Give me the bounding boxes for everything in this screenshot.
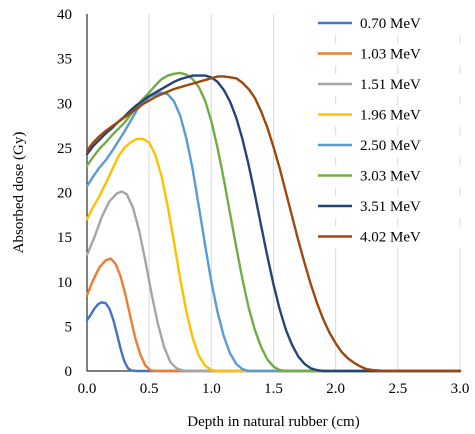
series-layer (85, 71, 462, 373)
x-axis-title: Depth in natural rubber (cm) (187, 414, 359, 430)
legend-item-bg (312, 104, 462, 127)
y-tick-label: 30 (57, 96, 72, 112)
legend-item-bg (312, 196, 462, 218)
x-tick-label: 2.5 (388, 381, 407, 397)
legend-item-bg (312, 43, 462, 66)
y-axis-title: Absorbed dose (Gy) (11, 132, 27, 254)
y-tick-label: 35 (57, 52, 72, 68)
y-tick-label: 10 (57, 275, 72, 291)
y-tick-label: 40 (57, 7, 72, 23)
y-tick-label: 20 (57, 186, 72, 202)
legend-label: 0.70 MeV (360, 16, 421, 32)
grid-layer (148, 14, 461, 371)
series-line (85, 137, 462, 373)
legend-label: 1.51 MeV (360, 77, 421, 93)
legend-label: 1.03 MeV (360, 47, 421, 63)
x-tick-label: 3.0 (451, 381, 470, 397)
y-tick-label: 5 (65, 319, 73, 335)
legend: 0.70 MeV 1.03 MeV 1.51 MeV 1.96 MeV 2.50 MeV… (312, 13, 462, 249)
series-line (85, 190, 462, 373)
legend-label: 4.02 MeV (360, 230, 421, 246)
series-line (85, 257, 462, 373)
y-tick-labels: 0 5 10 15 20 25 30 35 40 (57, 7, 72, 380)
legend-item-bg (312, 135, 462, 157)
x-tick-label: 2.0 (326, 381, 345, 397)
legend-label: 2.50 MeV (360, 138, 421, 154)
legend-label: 3.51 MeV (360, 199, 421, 215)
x-tick-label: 0.0 (78, 381, 97, 397)
legend-item-bg (312, 74, 462, 96)
legend-item-bg (312, 13, 462, 35)
series-line (85, 75, 462, 373)
legend-label: 3.03 MeV (360, 169, 421, 185)
legend-item-bg (312, 165, 462, 188)
x-tick-label: 1.0 (202, 381, 221, 397)
x-tick-label: 1.5 (264, 381, 283, 397)
series-line (85, 74, 462, 373)
y-tick-label: 25 (57, 141, 72, 157)
series-line (85, 301, 462, 373)
legend-item-bg (312, 226, 462, 249)
x-tick-label: 0.5 (140, 381, 159, 397)
x-tick-labels: 0.0 0.5 1.0 1.5 2.0 2.5 3.0 (78, 381, 470, 397)
series-line (85, 91, 462, 373)
legend-label: 1.96 MeV (360, 108, 421, 124)
y-tick-label: 0 (65, 364, 73, 380)
y-tick-label: 15 (57, 230, 72, 246)
